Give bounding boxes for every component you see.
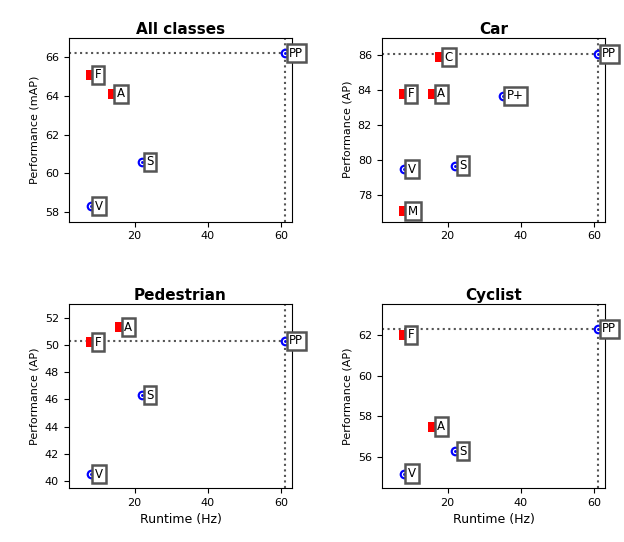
Text: S: S: [147, 155, 154, 168]
Title: Car: Car: [479, 22, 508, 37]
Y-axis label: Performance (mAP): Performance (mAP): [29, 75, 39, 184]
Text: A: A: [117, 87, 125, 100]
Y-axis label: Performance (AP): Performance (AP): [342, 81, 352, 178]
Text: F: F: [408, 328, 415, 341]
Title: Cyclist: Cyclist: [465, 288, 522, 303]
Text: C: C: [445, 50, 453, 63]
Text: F: F: [95, 335, 102, 349]
Text: M: M: [408, 204, 418, 217]
Title: All classes: All classes: [136, 22, 225, 37]
Text: S: S: [147, 389, 154, 402]
Text: P+: P+: [507, 89, 524, 102]
X-axis label: Runtime (Hz): Runtime (Hz): [140, 513, 222, 526]
Y-axis label: Performance (AP): Performance (AP): [343, 347, 353, 445]
Text: PP: PP: [290, 334, 303, 347]
Text: F: F: [408, 87, 415, 100]
X-axis label: Runtime (Hz): Runtime (Hz): [452, 513, 534, 526]
Text: S: S: [459, 159, 467, 172]
Text: PP: PP: [602, 47, 617, 60]
Text: A: A: [437, 87, 446, 100]
Y-axis label: Performance (AP): Performance (AP): [29, 347, 39, 445]
Text: V: V: [408, 163, 416, 176]
Title: Pedestrian: Pedestrian: [134, 288, 227, 303]
Text: PP: PP: [290, 47, 303, 60]
Text: V: V: [95, 199, 103, 212]
Text: PP: PP: [602, 322, 617, 335]
Text: V: V: [95, 468, 103, 481]
Text: V: V: [408, 467, 416, 480]
Text: S: S: [459, 444, 467, 457]
Text: A: A: [437, 420, 446, 433]
Text: A: A: [124, 321, 132, 334]
Text: F: F: [95, 68, 102, 81]
